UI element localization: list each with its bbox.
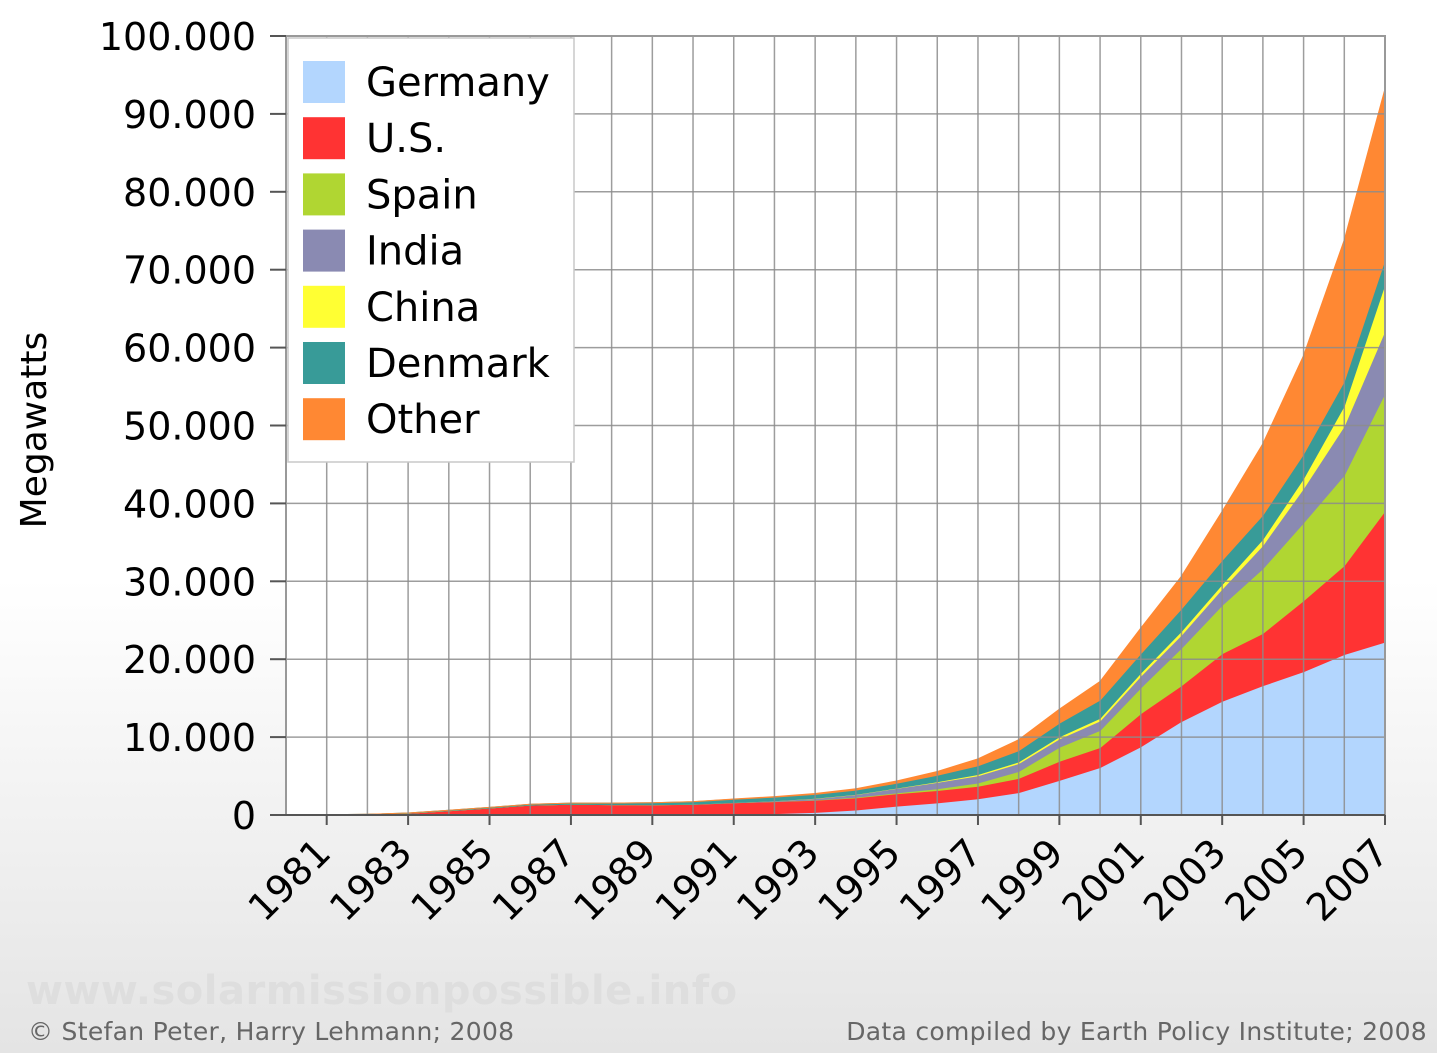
x-tick-label: 1981 (240, 830, 340, 930)
data-source-credit: Data compiled by Earth Policy Institute;… (846, 1017, 1427, 1046)
x-tick-label: 1987 (484, 830, 584, 930)
legend-label: Spain (366, 172, 478, 218)
y-axis-label: Megawatts (14, 332, 55, 529)
y-axis-ticks: 0 10.000 20.000 30.000 40.000 50.000 60.000 70.… (99, 15, 286, 838)
x-tick-label: 1989 (565, 830, 665, 930)
y-tick-label: 100.000 (99, 15, 256, 59)
legend-swatch (303, 229, 345, 272)
legend-label: India (366, 229, 464, 275)
x-tick-label: 2007 (1298, 830, 1398, 930)
x-tick-label: 1985 (402, 830, 502, 930)
legend-label: Denmark (366, 341, 551, 387)
legend: Germany U.S. Spain India China Denmark Other (287, 37, 575, 463)
legend-swatch (303, 285, 345, 328)
x-tick-label: 2003 (1135, 830, 1235, 930)
x-tick-label: 2001 (1054, 830, 1154, 930)
y-tick-label: 50.000 (123, 405, 256, 449)
legend-label: U.S. (366, 116, 446, 162)
y-tick-label: 80.000 (123, 171, 256, 215)
x-tick-label: 1983 (321, 830, 421, 930)
y-tick-label: 30.000 (123, 560, 256, 604)
legend-label: Germany (366, 60, 550, 106)
watermark-url: www.solarmissionpossible.info (26, 968, 738, 1014)
y-tick-label: 70.000 (123, 249, 256, 293)
legend-label: Other (366, 397, 480, 443)
copyright-credit: © Stefan Peter, Harry Lehmann; 2008 (28, 1017, 515, 1046)
x-tick-label: 1993 (728, 830, 828, 930)
x-tick-label: 2005 (1216, 830, 1316, 930)
y-tick-label: 90.000 (123, 93, 256, 137)
x-tick-label: 1997 (891, 830, 991, 930)
y-tick-label: 20.000 (123, 638, 256, 682)
x-axis-ticks: 1981198319851987198919911993199519971999… (240, 815, 1398, 930)
legend-label: China (366, 285, 480, 331)
x-tick-label: 1999 (972, 830, 1072, 930)
x-tick-label: 1991 (647, 830, 747, 930)
y-tick-label: 60.000 (123, 327, 256, 371)
legend-swatch (303, 342, 345, 384)
y-tick-label: 40.000 (123, 482, 256, 526)
x-tick-label: 1995 (809, 830, 909, 930)
y-tick-label: 10.000 (123, 716, 256, 760)
legend-swatch (303, 117, 345, 160)
legend-swatch (303, 398, 345, 441)
legend-swatch (303, 173, 345, 216)
y-tick-label: 0 (232, 794, 256, 838)
legend-swatch (303, 61, 345, 103)
